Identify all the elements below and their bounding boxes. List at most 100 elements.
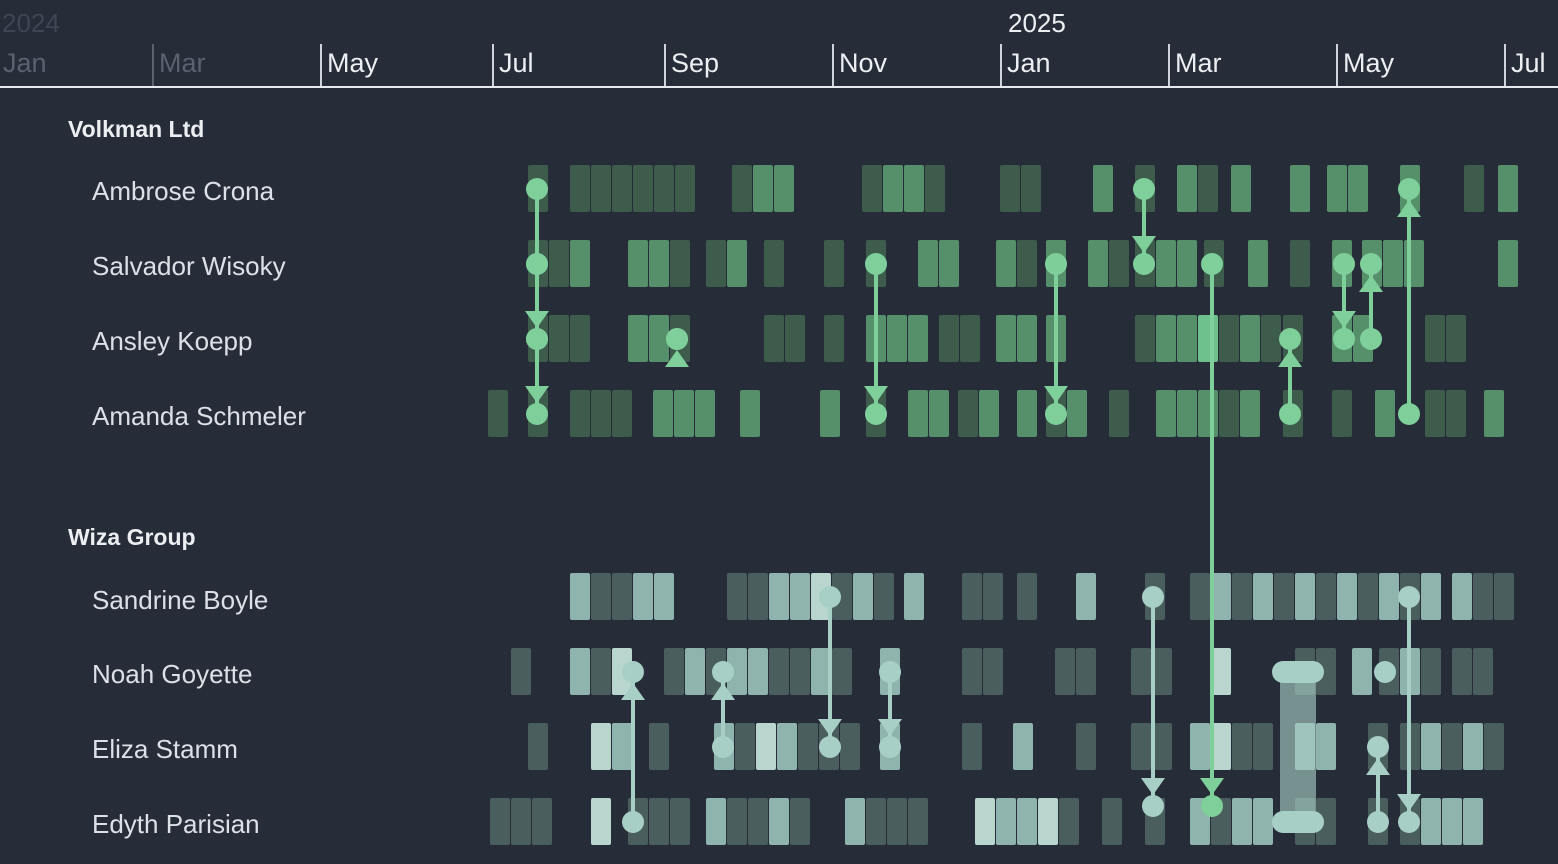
activity-bar[interactable] [798, 723, 818, 770]
activity-bar[interactable] [820, 390, 840, 437]
activity-bar[interactable] [1198, 390, 1218, 437]
activity-bar[interactable] [748, 573, 768, 620]
row-track[interactable] [0, 315, 1558, 362]
activity-bar[interactable] [1177, 240, 1197, 287]
activity-bar[interactable] [591, 390, 611, 437]
activity-bar[interactable] [1131, 648, 1151, 695]
activity-bar[interactable] [1232, 723, 1252, 770]
activity-bar[interactable] [1156, 240, 1176, 287]
connector-line[interactable] [1210, 264, 1214, 806]
activity-bar[interactable] [1021, 165, 1041, 212]
activity-bar[interactable] [649, 240, 669, 287]
month-tick[interactable]: Nov [832, 44, 887, 86]
activity-bar[interactable] [1498, 240, 1518, 287]
activity-bar[interactable] [649, 723, 669, 770]
activity-bar[interactable] [832, 573, 852, 620]
activity-bar[interactable] [996, 240, 1016, 287]
connector-endpoint-dot[interactable] [1367, 811, 1389, 833]
row-label[interactable]: Sandrine Boyle [92, 585, 269, 615]
activity-bar[interactable] [929, 390, 949, 437]
activity-bar[interactable] [528, 723, 548, 770]
activity-bar[interactable] [764, 240, 784, 287]
activity-bar[interactable] [591, 165, 611, 212]
activity-bar[interactable] [1316, 648, 1336, 695]
connector-endpoint-dot[interactable] [1045, 403, 1067, 425]
activity-bar[interactable] [1177, 315, 1197, 362]
activity-bar[interactable] [832, 648, 852, 695]
activity-bar[interactable] [962, 573, 982, 620]
activity-bar[interactable] [549, 315, 569, 362]
activity-bar[interactable] [748, 648, 768, 695]
activity-bar[interactable] [845, 798, 865, 845]
activity-bar[interactable] [654, 573, 674, 620]
activity-bar[interactable] [1135, 315, 1155, 362]
activity-bar[interactable] [1446, 315, 1466, 362]
connector-endpoint-dot[interactable] [1333, 253, 1355, 275]
activity-bar[interactable] [785, 315, 805, 362]
activity-bar[interactable] [1240, 315, 1260, 362]
activity-bar[interactable] [1211, 648, 1231, 695]
connector-line[interactable] [1151, 597, 1155, 806]
activity-bar[interactable] [670, 240, 690, 287]
connector-endpoint-dot[interactable] [526, 253, 548, 275]
activity-bar[interactable] [706, 798, 726, 845]
activity-bar[interactable] [824, 240, 844, 287]
month-tick[interactable]: Mar [1168, 44, 1222, 86]
connector-endpoint-dot[interactable] [1142, 795, 1164, 817]
activity-bar[interactable] [1156, 315, 1176, 362]
activity-bar[interactable] [664, 648, 684, 695]
activity-bar[interactable] [727, 573, 747, 620]
activity-bar[interactable] [653, 390, 673, 437]
activity-bar[interactable] [1198, 165, 1218, 212]
activity-bar[interactable] [960, 315, 980, 362]
connector-endpoint-dot[interactable] [819, 586, 841, 608]
activity-bar[interactable] [753, 165, 773, 212]
row-label[interactable]: Noah Goyette [92, 659, 253, 689]
activity-bar[interactable] [1494, 573, 1514, 620]
month-tick[interactable]: Jul [492, 44, 534, 86]
connector-endpoint-dot[interactable] [1333, 328, 1355, 350]
activity-bar[interactable] [1131, 723, 1151, 770]
wide-connector-cap[interactable] [1272, 661, 1324, 683]
activity-bar[interactable] [1358, 573, 1378, 620]
activity-bar[interactable] [1421, 648, 1441, 695]
activity-bar[interactable] [695, 390, 715, 437]
connector-endpoint-dot[interactable] [865, 253, 887, 275]
activity-bar[interactable] [962, 648, 982, 695]
connector-endpoint-dot[interactable] [622, 811, 644, 833]
activity-bar[interactable] [591, 648, 611, 695]
activity-bar[interactable] [840, 723, 860, 770]
activity-bar[interactable] [570, 165, 590, 212]
activity-bar[interactable] [628, 315, 648, 362]
row-track[interactable] [0, 165, 1558, 212]
activity-bar[interactable] [1219, 390, 1239, 437]
activity-bar[interactable] [633, 165, 653, 212]
activity-bar[interactable] [1017, 390, 1037, 437]
activity-bar[interactable] [1000, 165, 1020, 212]
activity-bar[interactable] [1076, 648, 1096, 695]
activity-bar[interactable] [490, 798, 510, 845]
activity-bar[interactable] [904, 573, 924, 620]
wide-connector-band[interactable] [1280, 672, 1316, 822]
connector-endpoint-dot[interactable] [1133, 178, 1155, 200]
activity-bar[interactable] [488, 390, 508, 437]
connector-line[interactable] [1376, 747, 1380, 822]
activity-bar[interactable] [1017, 798, 1037, 845]
activity-bar[interactable] [811, 648, 831, 695]
activity-bar[interactable] [685, 648, 705, 695]
activity-bar[interactable] [1109, 390, 1129, 437]
connector-line[interactable] [535, 339, 539, 414]
activity-bar[interactable] [824, 315, 844, 362]
connector-line[interactable] [1142, 189, 1146, 264]
activity-bar[interactable] [975, 798, 995, 845]
connector-line[interactable] [535, 264, 539, 339]
activity-bar[interactable] [769, 648, 789, 695]
group-title[interactable]: Volkman Ltd [68, 116, 205, 142]
connector-endpoint-dot[interactable] [666, 328, 688, 350]
activity-bar[interactable] [769, 798, 789, 845]
activity-bar[interactable] [908, 315, 928, 362]
activity-bar[interactable] [1442, 723, 1462, 770]
month-tick[interactable]: May [1336, 44, 1394, 86]
connector-endpoint-dot[interactable] [1374, 661, 1396, 683]
activity-bar[interactable] [1290, 240, 1310, 287]
